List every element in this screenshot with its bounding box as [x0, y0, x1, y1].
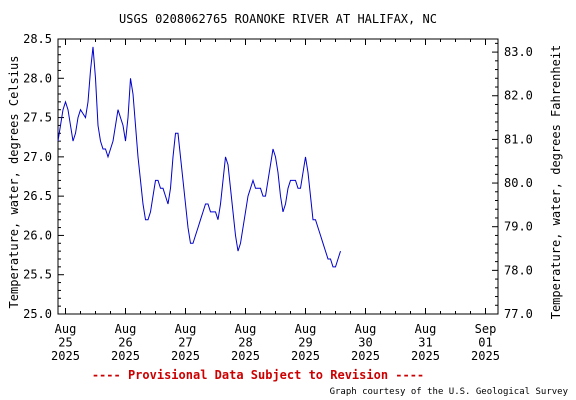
y-tick-label-right: 80.0	[504, 176, 533, 190]
x-tick-label: Aug	[355, 322, 377, 336]
x-axis: Aug252025Aug262025Aug272025Aug282025Aug2…	[51, 39, 500, 363]
x-tick-label: 31	[418, 336, 432, 350]
x-tick-label: 2025	[471, 349, 500, 363]
x-tick-label: 2025	[291, 349, 320, 363]
left-axis: 25.0 25.5 26.0 26.5 27.0 27.5 28.0 28.5	[23, 32, 64, 321]
x-tick-label: 2025	[231, 349, 260, 363]
y-tick-label-left: 25.0	[23, 307, 52, 321]
x-tick-label: 30	[358, 336, 372, 350]
x-tick-label: Aug	[415, 322, 437, 336]
x-tick-label: Aug	[295, 322, 317, 336]
plot-frame	[57, 38, 499, 315]
usgs-credit: Graph courtesy of the U.S. Geological Su…	[330, 387, 569, 397]
y-tick-label-left: 28.0	[23, 71, 52, 85]
x-tick-label: 2025	[111, 349, 140, 363]
y-tick-label-right: 78.0	[504, 263, 533, 277]
x-tick-label: Aug	[115, 322, 137, 336]
x-tick-label: 26	[118, 336, 132, 350]
chart-title: USGS 0208062765 ROANOKE RIVER AT HALIFAX…	[119, 12, 437, 26]
right-axis: 77.0 78.0 79.0 80.0 81.0 82.0 83.0	[492, 42, 533, 321]
x-tick-label: Aug	[175, 322, 197, 336]
x-tick-label: 2025	[171, 349, 200, 363]
y-tick-label-left: 28.5	[23, 32, 52, 46]
x-tick-label: 2025	[351, 349, 380, 363]
x-tick-label: 28	[238, 336, 252, 350]
series-line-0	[57, 46, 341, 268]
series-layer	[57, 46, 341, 268]
provisional-disclaimer: ---- Provisional Data Subject to Revisio…	[92, 368, 424, 382]
x-tick-label: 27	[178, 336, 192, 350]
y-tick-label-right: 81.0	[504, 132, 533, 146]
y-tick-label-right: 83.0	[504, 45, 533, 59]
x-tick-label: 2025	[411, 349, 440, 363]
y-tick-label-right: 79.0	[504, 220, 533, 234]
x-tick-label: 01	[478, 336, 492, 350]
x-tick-label: 25	[58, 336, 72, 350]
x-tick-label: Aug	[235, 322, 257, 336]
y-tick-label-left: 27.0	[23, 150, 52, 164]
x-tick-label: 29	[298, 336, 312, 350]
y-tick-label-left: 26.0	[23, 228, 52, 242]
y-axis-label-left: Temperature, water, degrees Celsius	[7, 56, 21, 309]
x-tick-label: Sep	[475, 322, 497, 336]
y-axis-label-right: Temperature, water, degrees Fahrenheit	[549, 45, 563, 320]
y-tick-label-right: 82.0	[504, 89, 533, 103]
x-tick-label: Aug	[55, 322, 77, 336]
y-tick-label-left: 25.5	[23, 268, 52, 282]
y-tick-label-left: 27.5	[23, 111, 52, 125]
y-tick-label-right: 77.0	[504, 307, 533, 321]
x-tick-label: 2025	[51, 349, 80, 363]
y-tick-label-left: 26.5	[23, 189, 52, 203]
